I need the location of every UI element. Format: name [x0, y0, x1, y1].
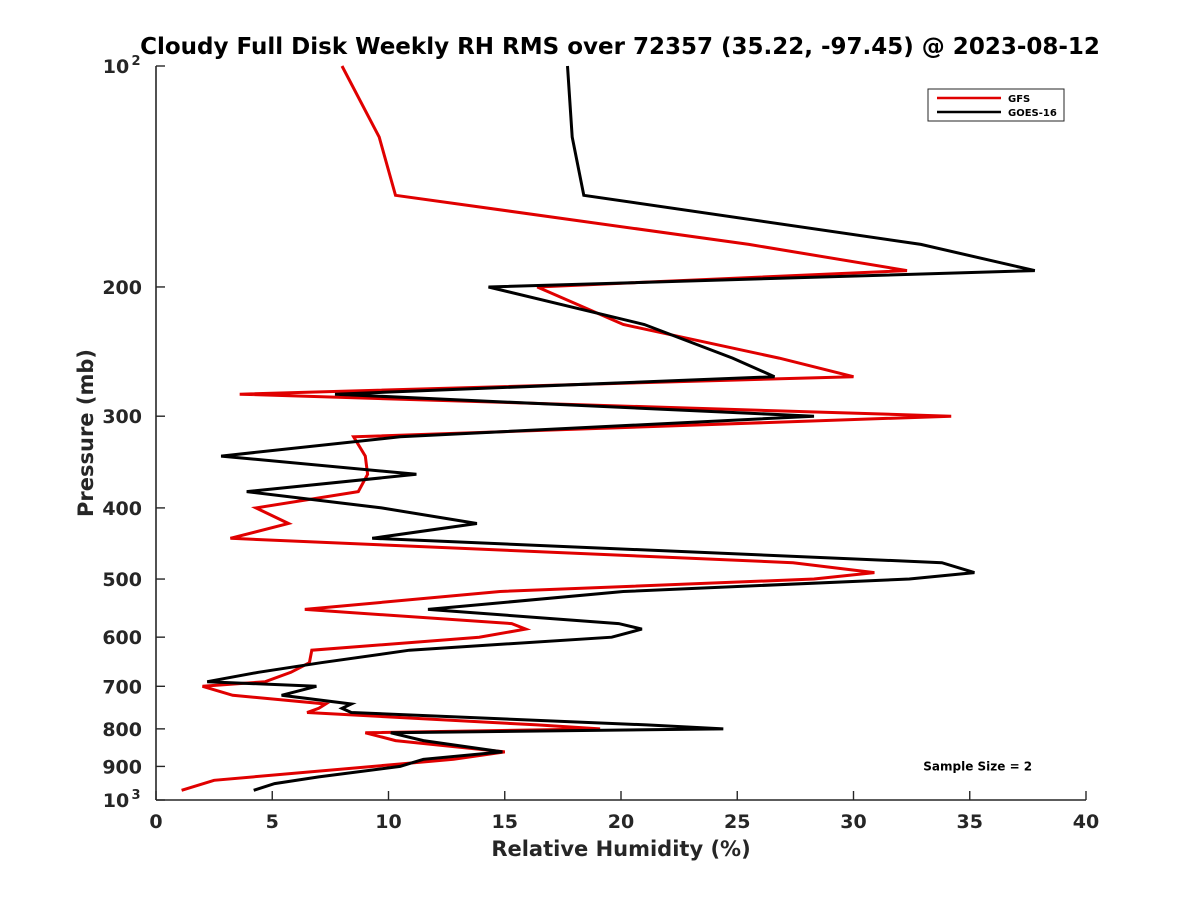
y-tick-label: 600	[102, 627, 142, 649]
x-axis-label: Relative Humidity (%)	[491, 837, 750, 861]
y-tick-label: 400	[102, 498, 142, 520]
series-line-gfs	[181, 65, 952, 792]
y-tick-exponent: 2	[131, 54, 140, 69]
legend-label: GFS	[1008, 94, 1030, 105]
y-tick-label: 800	[102, 719, 142, 741]
x-tick-label: 20	[608, 811, 634, 833]
x-tick-label: 35	[957, 811, 983, 833]
x-tick-label: 25	[724, 811, 750, 833]
x-tick-label: 15	[492, 811, 518, 833]
y-axis-label: Pressure (mb)	[74, 349, 98, 517]
annotations: Sample Size = 2	[923, 759, 1032, 773]
x-ticks: 0 5 10 15 20 25 30 35 40	[149, 791, 1099, 833]
chart-title: Cloudy Full Disk Weekly RH RMS over 7235…	[140, 34, 1100, 60]
y-tick-label: 200	[102, 277, 142, 299]
x-tick-label: 5	[266, 811, 279, 833]
y-tick-label: 10	[103, 790, 129, 812]
x-tick-label: 10	[375, 811, 401, 833]
legend-label: GOES-16	[1008, 108, 1057, 119]
legend: GFS GOES-16	[927, 88, 1065, 122]
sample-size-annotation: Sample Size = 2	[923, 759, 1032, 773]
y-tick-exponent: 3	[131, 788, 140, 803]
x-tick-label: 40	[1073, 811, 1099, 833]
series-line-goes-16	[206, 65, 1036, 792]
y-tick-label: 500	[102, 569, 142, 591]
y-tick-label: 10	[103, 56, 129, 78]
y-tick-label: 900	[102, 756, 142, 778]
x-tick-label: 0	[149, 811, 162, 833]
x-tick-label: 30	[840, 811, 866, 833]
y-tick-label: 700	[102, 676, 142, 698]
legend-box	[927, 88, 1065, 122]
y-tick-label: 300	[102, 406, 142, 428]
series-layer	[181, 65, 1036, 792]
